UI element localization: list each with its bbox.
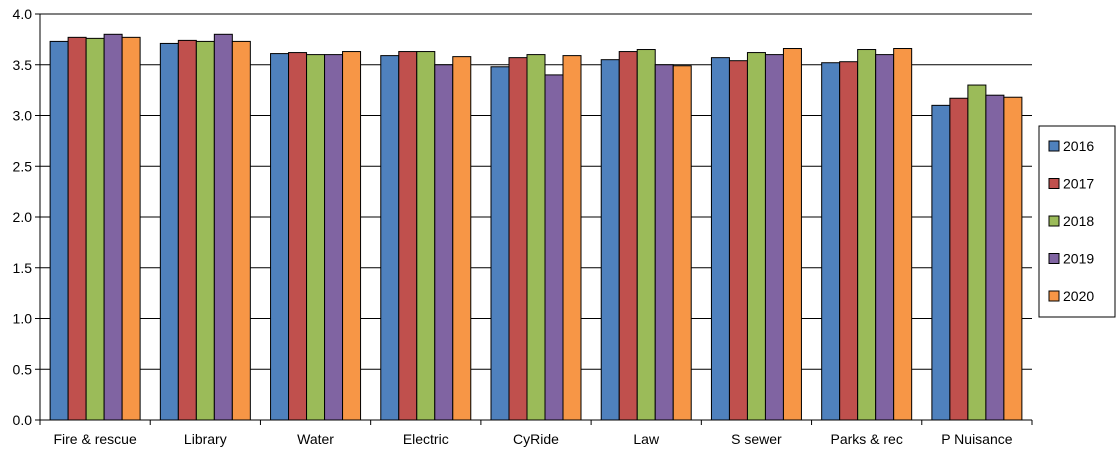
x-tick-label: Law: [633, 431, 660, 447]
y-axis-ticks: 0.0 0.5 1.0 1.5 2.0 2.5 3.0 3.5 4.0: [13, 6, 40, 428]
bar-2016: [821, 62, 841, 421]
x-tick-label: S sewer: [731, 431, 782, 447]
y-tick-label: 1.0: [13, 311, 33, 327]
x-tick-label: P Nuisance: [941, 431, 1013, 447]
bar-2019: [544, 74, 564, 421]
bar-2017: [618, 51, 638, 421]
bar-2020: [782, 48, 802, 421]
y-tick-label: 0.5: [13, 361, 33, 377]
bar-2019: [654, 64, 674, 421]
x-tick-label: Library: [184, 431, 227, 447]
bar-2020: [1003, 96, 1023, 421]
bar-2016: [49, 40, 69, 421]
legend-swatch-2016: [1048, 140, 1060, 152]
x-tick-label: Electric: [403, 431, 449, 447]
bar-2020: [562, 55, 582, 421]
bar-2016: [490, 66, 510, 421]
bar-2016: [380, 55, 400, 421]
x-tick-label: CyRide: [513, 431, 559, 447]
legend-label: 2018: [1063, 213, 1094, 229]
legend-swatch-2019: [1048, 253, 1060, 264]
bar-2018: [636, 49, 656, 421]
bar-2017: [839, 61, 859, 421]
bar-2018: [746, 52, 766, 421]
bar-2017: [949, 97, 969, 421]
x-tick-label: Fire & rescue: [53, 431, 136, 447]
bar-2019: [103, 33, 123, 421]
y-tick-label: 2.0: [13, 209, 33, 225]
bar-2018: [857, 49, 877, 421]
bar-2019: [764, 54, 784, 421]
legend: 2016 2017 2018 2019 2020: [1038, 125, 1116, 318]
x-tick-label: Parks & rec: [830, 431, 902, 447]
y-tick-label: 3.0: [13, 108, 33, 124]
y-tick-label: 3.5: [13, 57, 33, 73]
y-tick-label: 4.0: [13, 6, 33, 22]
bar-2018: [416, 51, 436, 421]
x-tick-label: Water: [297, 431, 334, 447]
legend-swatch-2017: [1048, 178, 1060, 189]
bar-2020: [342, 51, 362, 421]
bar-2019: [213, 33, 233, 421]
legend-label: 2016: [1063, 138, 1094, 154]
y-tick-label: 1.5: [13, 260, 33, 276]
bar-2020: [452, 56, 472, 421]
bar-2016: [270, 53, 290, 421]
bar-2019: [434, 64, 454, 421]
bar-2019: [985, 94, 1005, 421]
bar-2016: [710, 57, 730, 421]
bar-2018: [195, 40, 215, 421]
bar-2020: [121, 36, 141, 421]
bar-2020: [672, 65, 692, 421]
bar-2016: [159, 42, 179, 421]
x-axis-ticks: Fire & rescue Library Water Electric CyRide L…: [39, 420, 1033, 447]
legend-swatch-2018: [1048, 215, 1060, 227]
bar-2018: [526, 54, 546, 421]
bar-2017: [508, 57, 528, 421]
bar-2020: [231, 40, 251, 421]
bar-2016: [600, 59, 620, 421]
bar-2017: [177, 39, 197, 421]
bar-2017: [67, 36, 87, 421]
bar-2017: [728, 60, 748, 421]
bar-2018: [967, 84, 987, 421]
y-tick-label: 0.0: [13, 412, 33, 428]
bar-2017: [288, 52, 308, 421]
bar-2018: [85, 37, 105, 421]
legend-label: 2020: [1063, 288, 1094, 304]
bars-group: [49, 33, 1023, 421]
bar-2017: [398, 51, 418, 421]
legend-label: 2017: [1063, 176, 1094, 192]
bar-2019: [324, 54, 344, 421]
y-tick-label: 2.5: [13, 158, 33, 174]
bar-2016: [931, 104, 951, 421]
bar-2019: [875, 54, 895, 421]
legend-label: 2019: [1063, 251, 1094, 267]
bar-2020: [893, 48, 913, 421]
bar-2018: [306, 54, 326, 421]
legend-swatch-2020: [1048, 290, 1060, 302]
